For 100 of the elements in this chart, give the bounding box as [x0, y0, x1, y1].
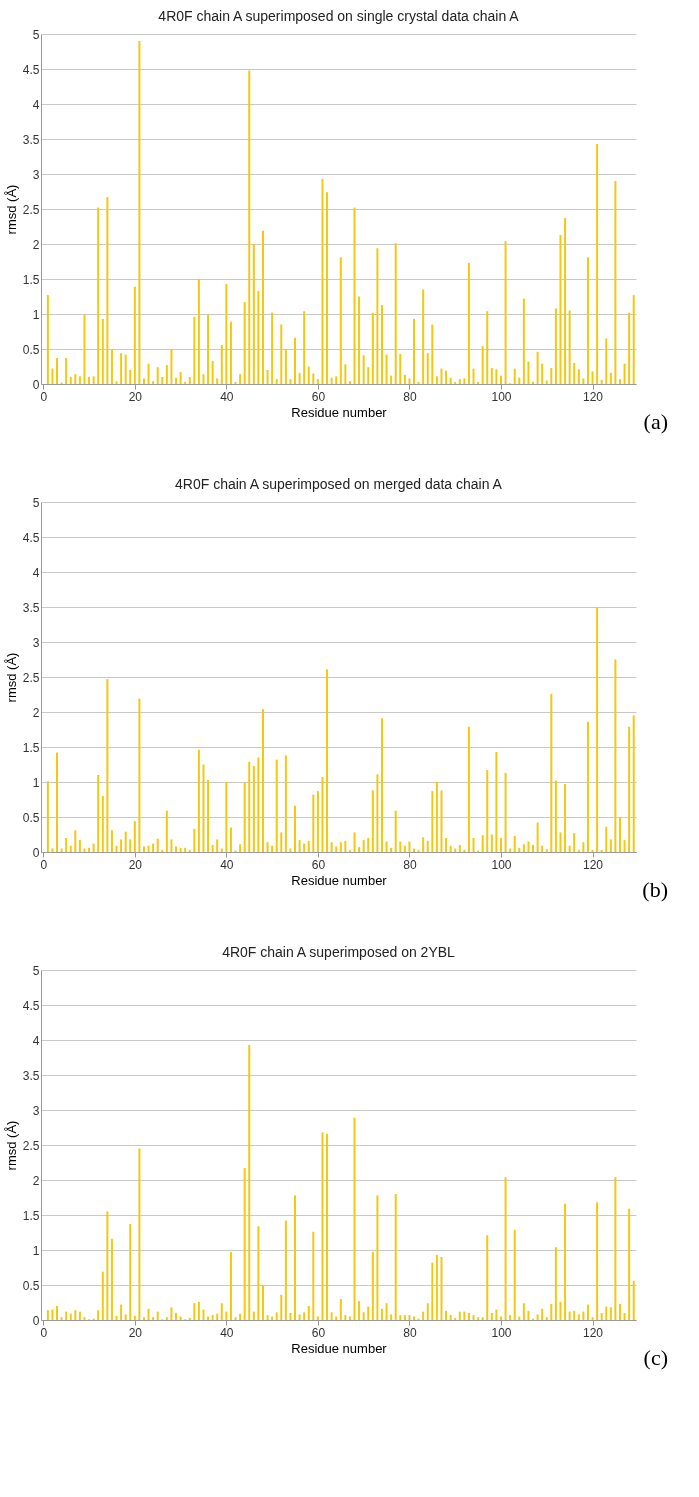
bar [403, 1315, 406, 1320]
bar [490, 1313, 493, 1320]
bar [211, 845, 214, 852]
bar [284, 1220, 287, 1320]
bar [399, 353, 402, 384]
y-tick-label: 0 [32, 845, 40, 860]
bar [330, 377, 333, 384]
bar [600, 379, 603, 384]
bar [577, 369, 580, 384]
bar [138, 698, 141, 852]
bar [106, 679, 109, 852]
bar [101, 318, 104, 384]
bar [312, 373, 315, 384]
bar [229, 321, 232, 384]
bar [46, 295, 49, 384]
bar [490, 834, 493, 852]
bar [97, 207, 100, 384]
bar [307, 366, 310, 384]
bar [248, 761, 251, 852]
bar [499, 375, 502, 384]
bar [101, 1271, 104, 1320]
bar [51, 368, 54, 384]
bar [513, 835, 516, 852]
bar [591, 849, 594, 852]
y-tick-label: 1 [32, 1243, 40, 1258]
bar [161, 849, 164, 852]
bar [568, 310, 571, 384]
bar [188, 377, 191, 384]
bar [239, 374, 242, 384]
x-tick-label: 100 [491, 857, 512, 872]
bar [573, 363, 576, 384]
y-axis-title: rmsd (Å) [3, 184, 19, 235]
bar [358, 1301, 361, 1320]
bar [275, 379, 278, 384]
bar [97, 775, 100, 852]
bar [207, 314, 210, 384]
bar [56, 358, 59, 384]
bar [179, 372, 182, 384]
x-tick-label: 100 [491, 389, 512, 404]
bar [83, 314, 86, 384]
bar [362, 355, 365, 384]
bar [513, 1229, 516, 1320]
y-tick-label: 0.5 [22, 342, 40, 357]
y-tick-label: 4.5 [22, 530, 40, 545]
bar [280, 1294, 283, 1320]
bar [275, 759, 278, 852]
bar [522, 844, 525, 852]
bar [92, 843, 95, 852]
bar [435, 1254, 438, 1320]
bar [78, 1311, 81, 1320]
x-tick-label: 40 [220, 1325, 234, 1340]
x-tick-label: 20 [128, 389, 143, 404]
bar [142, 846, 145, 852]
x-tick-label: 40 [220, 857, 234, 872]
bar [152, 843, 155, 852]
bar [243, 1168, 246, 1320]
bar [65, 358, 68, 384]
bar [390, 1314, 393, 1320]
bar [133, 286, 136, 384]
bar [243, 782, 246, 852]
bar [435, 376, 438, 384]
text: (b) [642, 877, 668, 902]
y-axis-title: rmsd (Å) [3, 1120, 19, 1171]
bar [628, 312, 631, 384]
bar [330, 842, 333, 852]
bar [147, 845, 150, 852]
bar [321, 1132, 324, 1320]
y-tick-label: 4 [32, 97, 40, 112]
x-tick-label: 20 [128, 1325, 143, 1340]
bar [252, 765, 255, 852]
bar [536, 822, 539, 852]
bar [51, 1309, 54, 1320]
bar [358, 847, 361, 852]
bar [344, 840, 347, 852]
bar [426, 1303, 429, 1320]
bar [348, 849, 351, 852]
bar [422, 289, 425, 384]
x-tick-label: 60 [311, 1325, 326, 1340]
bar [481, 1317, 484, 1320]
bar [440, 368, 443, 384]
x-tick-label: 20 [128, 857, 143, 872]
bar [458, 379, 461, 384]
bar [46, 1310, 49, 1320]
bar [46, 781, 49, 852]
x-tick-label: 80 [403, 1325, 417, 1340]
bar [188, 1317, 191, 1320]
bar [124, 1314, 127, 1320]
bar [568, 1311, 571, 1320]
bar [467, 262, 470, 384]
y-tick-label: 5 [32, 27, 40, 42]
bar [545, 1317, 548, 1320]
bar [586, 721, 589, 852]
bar [289, 1313, 292, 1320]
bar [362, 1312, 365, 1320]
bar [326, 1133, 329, 1320]
y-tick-label: 0 [32, 1313, 40, 1328]
bar [170, 1307, 173, 1320]
bar [326, 192, 329, 384]
bar [124, 354, 127, 384]
bar [609, 372, 612, 384]
